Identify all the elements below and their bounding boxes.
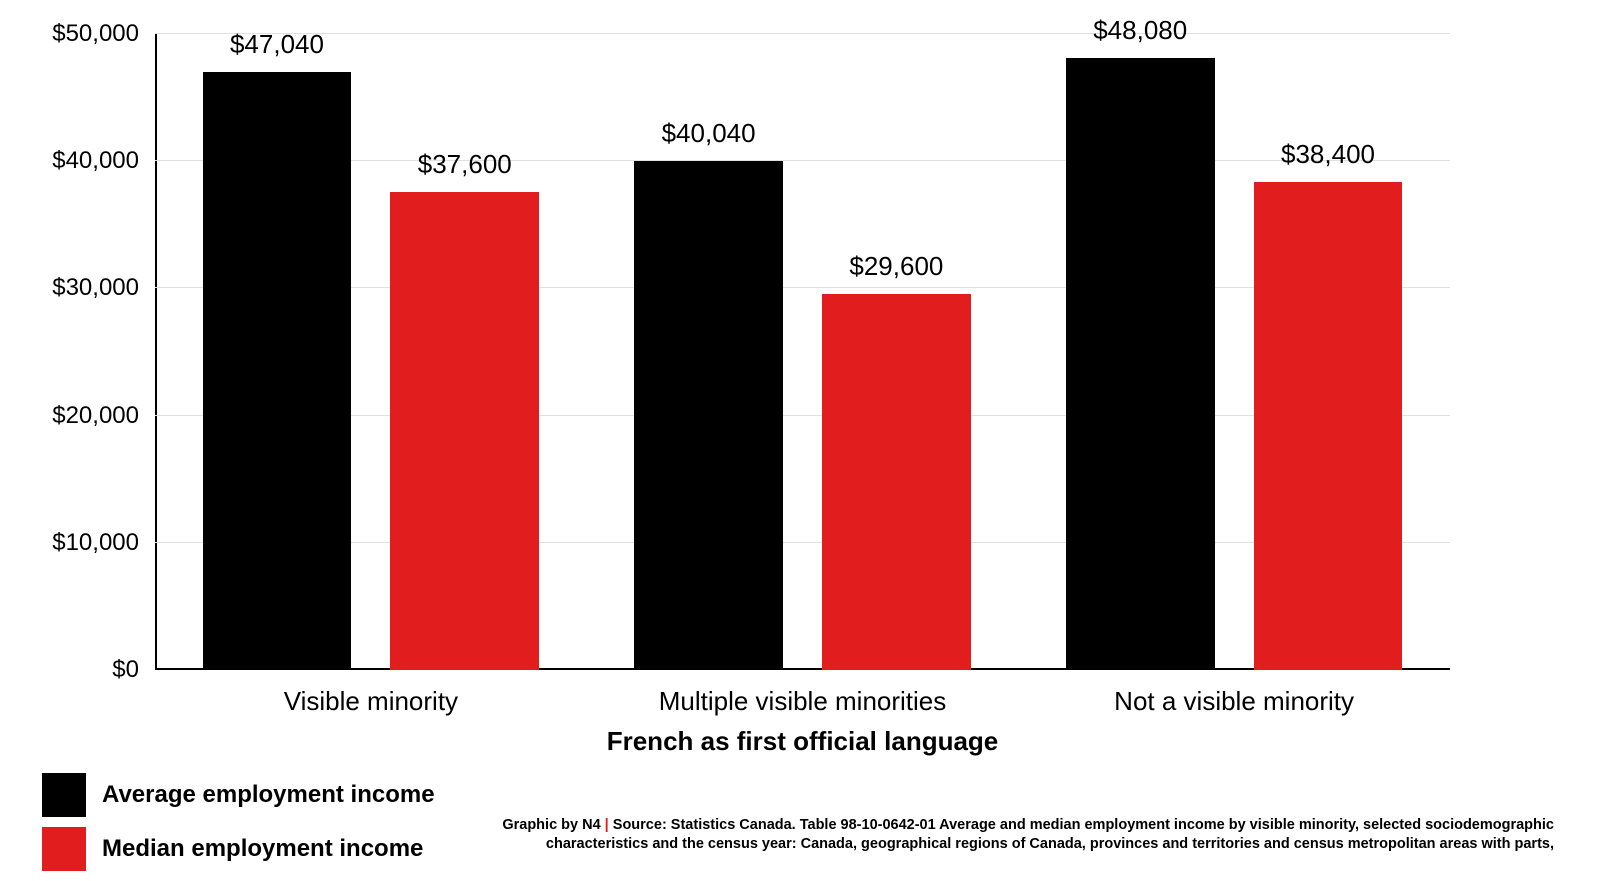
y-tick-label: $20,000 [52,402,139,430]
credit-line1: Source: Statistics Canada. Table 98-10-0… [613,817,1554,833]
legend-swatch [42,827,86,871]
x-axis-title: French as first official language [607,726,999,757]
y-tick-label: $30,000 [52,274,139,302]
legend-label: Average employment income [102,781,435,809]
bar-med: $37,600 [390,192,539,670]
y-tick-label: $10,000 [52,529,139,557]
legend-label: Median employment income [102,835,423,863]
credit-line2: characteristics and the census year: Can… [546,836,1554,852]
x-tick-label: Not a visible minority [1114,686,1354,717]
bar-avg: $40,040 [634,161,783,670]
legend-swatch [42,773,86,817]
legend-item: Median employment income [42,827,435,871]
gridline [155,33,1450,34]
bar-value-label: $37,600 [418,149,512,180]
y-axis-line [155,34,157,670]
bar-value-label: $48,080 [1093,15,1187,46]
bar-value-label: $40,040 [662,118,756,149]
bar-avg: $47,040 [203,72,352,670]
bar-avg: $48,080 [1066,58,1215,670]
bar-med: $38,400 [1254,182,1403,670]
credit-separator: | [601,817,613,833]
legend-item: Average employment income [42,773,435,817]
x-tick-label: Multiple visible minorities [659,686,947,717]
x-tick-label: Visible minority [284,686,458,717]
income-chart: French as first official language $0 $10,… [0,0,1600,861]
credit-prefix: Graphic by N4 [502,817,600,833]
bar-med: $29,600 [822,294,971,671]
y-tick-label: $50,000 [52,20,139,48]
bar-value-label: $38,400 [1281,139,1375,170]
bar-value-label: $29,600 [849,251,943,282]
chart-source-credit: Graphic by N4 | Source: Statistics Canad… [502,816,1554,855]
y-tick-label: $0 [112,656,139,684]
plot-area: French as first official language $0$10,… [155,34,1450,670]
bar-value-label: $47,040 [230,29,324,60]
legend: Average employment income Median employme… [42,773,435,881]
y-tick-label: $40,000 [52,147,139,175]
